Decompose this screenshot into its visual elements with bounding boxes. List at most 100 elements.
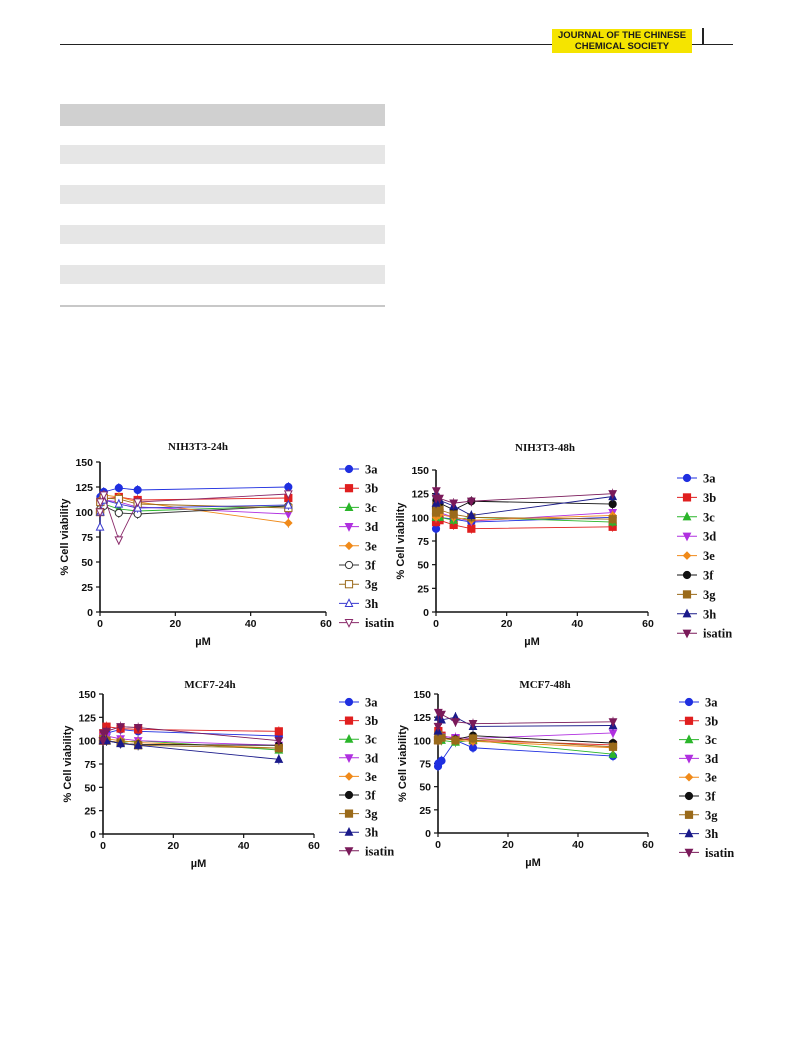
legend-marker-3g	[344, 580, 354, 589]
legend-marker-3a	[682, 473, 692, 483]
y-tick-label: 75	[81, 532, 93, 544]
legend-label-3e: 3e	[365, 770, 377, 784]
legend-label-3f: 3f	[703, 569, 714, 583]
legend-marker-3a	[684, 697, 694, 707]
legend-label-isatin: isatin	[703, 627, 732, 641]
legend-item-isatin: isatin	[677, 627, 732, 641]
legend-marker-3g	[344, 809, 354, 818]
legend-label-3b: 3b	[705, 714, 718, 728]
data-point-3e	[284, 518, 293, 528]
legend-marker-3f	[684, 791, 694, 801]
series-3e	[98, 732, 284, 754]
data-point-isatin	[99, 491, 109, 501]
legend-marker-3e	[344, 541, 354, 551]
y-tick-label: 150	[413, 689, 431, 701]
legend-item-3g: 3g	[339, 578, 378, 592]
x-tick-label: 60	[308, 840, 320, 852]
legend-label-isatin: isatin	[365, 844, 394, 858]
table-header-band	[60, 104, 385, 126]
chart-title: NIH3T3-48h	[515, 442, 575, 454]
legend-item-3e: 3e	[677, 549, 715, 563]
legend-marker-3d	[682, 532, 692, 542]
data-point-isatin	[466, 497, 476, 507]
legend-label-3e: 3e	[703, 549, 715, 563]
y-axis-label: % Cell viability	[395, 502, 407, 580]
legend-item-isatin: isatin	[339, 844, 394, 858]
x-tick-label: 60	[642, 839, 654, 851]
data-point-3f	[114, 508, 123, 518]
series-3h	[433, 711, 618, 737]
series-line-3h	[437, 716, 614, 732]
legend-item-isatin: isatin	[339, 616, 394, 630]
legend-marker-3e	[682, 551, 692, 560]
series-isatin	[95, 489, 293, 546]
data-point-isatin	[133, 724, 143, 733]
data-point-3g	[449, 510, 458, 519]
data-point-isatin	[114, 536, 124, 546]
legend-marker-3e	[344, 772, 354, 781]
series-line-isatin	[435, 490, 613, 504]
x-tick-label: 0	[433, 618, 439, 630]
legend-label-3b: 3b	[703, 491, 716, 505]
data-point-3h	[114, 498, 124, 508]
x-tick-label: 20	[501, 618, 513, 630]
legend-label-3c: 3c	[365, 501, 377, 515]
legend-label-3g: 3g	[703, 588, 716, 602]
journal-name-line1: JOURNAL OF THE CHINESE	[557, 30, 687, 41]
legend-marker-3h	[684, 828, 694, 838]
data-point-3a	[114, 483, 123, 493]
table-row-band	[60, 145, 385, 164]
journal-badge: JOURNAL OF THE CHINESE CHEMICAL SOCIETY	[552, 29, 692, 53]
chart-panel-2: NIH3T3-48h 0 25 50 75 100 125 150 0 20 40 60 µM % Cel…	[395, 442, 732, 648]
chart-title: MCF7-48h	[519, 679, 570, 691]
series-isatin	[433, 707, 618, 732]
legend-label-3g: 3g	[705, 808, 718, 822]
legend-item-3h: 3h	[679, 827, 718, 841]
data-point-3a	[133, 485, 142, 495]
legend-item-3e: 3e	[339, 539, 377, 553]
y-tick-label: 50	[417, 560, 429, 572]
series-line-3h	[435, 493, 613, 516]
x-tick-label: 40	[571, 618, 583, 630]
legend-label-3c: 3c	[365, 733, 377, 747]
legend-label-3g: 3g	[365, 807, 378, 821]
x-tick-label: 0	[97, 618, 103, 630]
legend-label-3a: 3a	[705, 696, 718, 710]
table-row-band	[60, 225, 385, 244]
legend-marker-3b	[682, 493, 692, 502]
legend-marker-isatin	[344, 847, 354, 857]
x-axis-label: µM	[195, 636, 211, 648]
y-tick-label: 75	[84, 759, 96, 771]
legend-label-3b: 3b	[365, 714, 378, 728]
legend-item-3h: 3h	[677, 607, 716, 621]
y-tick-label: 0	[425, 828, 431, 840]
legend-item-3c: 3c	[339, 733, 377, 747]
legend-label-3f: 3f	[705, 790, 716, 804]
x-axis-label: µM	[191, 858, 207, 870]
legend-item-3d: 3d	[339, 520, 378, 534]
data-point-isatin	[283, 490, 293, 500]
y-tick-label: 125	[78, 712, 96, 724]
legend-item-3b: 3b	[339, 482, 378, 496]
legend-label-3d: 3d	[703, 530, 716, 544]
y-axis-label: % Cell viability	[397, 724, 409, 802]
data-point-3h	[466, 510, 476, 520]
data-point-3a	[437, 756, 446, 765]
x-tick-label: 20	[167, 840, 179, 852]
y-tick-label: 125	[75, 482, 93, 494]
legend-label-3d: 3d	[705, 752, 718, 766]
legend-item-3f: 3f	[339, 559, 376, 573]
series-isatin	[431, 485, 618, 509]
x-tick-label: 0	[100, 840, 106, 852]
legend-item-3d: 3d	[339, 751, 378, 765]
y-tick-label: 100	[75, 507, 93, 519]
y-tick-label: 50	[84, 782, 96, 794]
y-tick-label: 0	[87, 607, 93, 619]
data-point-3h	[116, 738, 125, 748]
table-bottom-rule	[60, 305, 385, 307]
legend-item-3a: 3a	[677, 472, 716, 486]
series-3b	[431, 514, 617, 534]
legend-marker-3a	[344, 464, 354, 474]
